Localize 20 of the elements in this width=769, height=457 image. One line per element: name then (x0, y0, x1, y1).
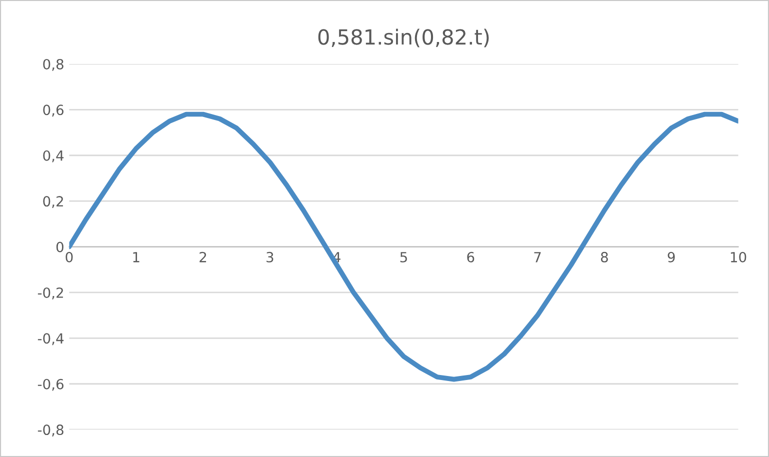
x-tick-label: 2 (200, 252, 206, 262)
x-tick-label: 6 (467, 252, 474, 262)
y-tick-label: -0,6 (38, 378, 64, 391)
x-tick-label: 9 (668, 252, 675, 262)
x-tick-label: 0 (66, 252, 73, 262)
y-tick-label: -0,8 (38, 424, 64, 436)
x-tick-label: 10 (730, 252, 746, 262)
x-tick-label: 3 (266, 252, 274, 262)
x-tick-label: 8 (600, 252, 608, 262)
chart-title: 0,581.sin(0,82.t) (318, 28, 489, 48)
y-tick-label: 0,4 (43, 150, 64, 162)
y-tick-label: 0,8 (43, 58, 64, 71)
y-tick-label: 0,2 (43, 196, 63, 208)
x-tick-label: 1 (133, 252, 140, 262)
y-tick-label: 0 (56, 242, 64, 252)
y-tick-label: 0,6 (43, 104, 64, 117)
x-tick-label: 5 (400, 252, 407, 262)
y-tick-label: -0,2 (38, 287, 63, 300)
y-tick-label: -0,4 (38, 333, 64, 346)
x-tick-label: 7 (534, 252, 541, 262)
